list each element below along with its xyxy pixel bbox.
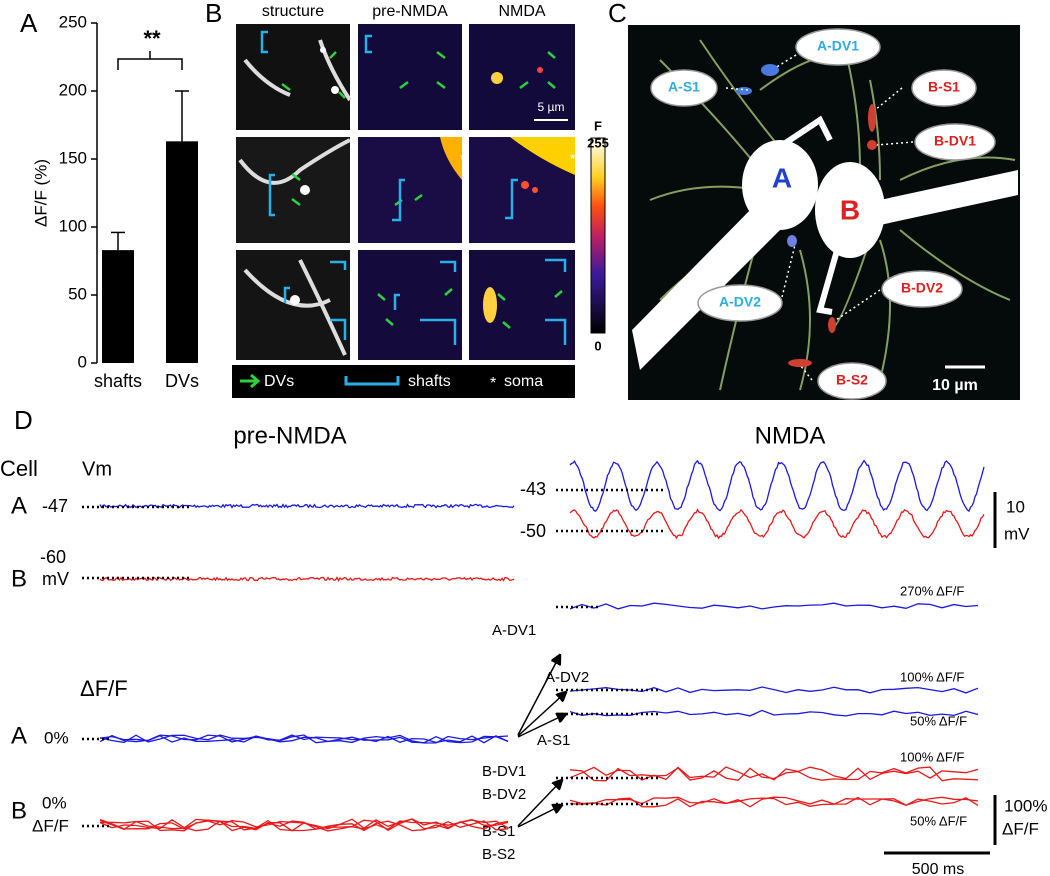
- offset-label: 270% ΔF/F: [900, 583, 964, 598]
- column-title: structure: [262, 3, 324, 20]
- scale-bar-label: mV: [1004, 524, 1030, 543]
- column-title: NMDA: [755, 422, 826, 449]
- bar-chart: 0 50 100 150 200 250 shafts DVs: [59, 12, 199, 390]
- trace: [569, 796, 979, 807]
- trace: [99, 735, 509, 744]
- column-title: pre-NMDA: [233, 422, 346, 449]
- scale-bar-label: 10: [1006, 497, 1025, 516]
- bar: [166, 141, 198, 363]
- trace: [569, 602, 979, 610]
- legend-bracket: [344, 376, 400, 386]
- zero-unit: ΔF/F: [32, 816, 69, 835]
- legend-entry: DVs: [264, 373, 294, 390]
- colorbar: [590, 137, 606, 334]
- roi-label: A-DV1: [817, 38, 859, 54]
- roi-label: B-DV2: [482, 786, 526, 803]
- colorbar-title: F: [594, 118, 602, 133]
- column-title: NMDA: [498, 3, 545, 20]
- y-axis-label: ΔF/F (%): [31, 159, 50, 227]
- cell-label: B: [840, 194, 860, 225]
- scale-bar-label: ΔF/F: [1002, 819, 1039, 838]
- column-title: pre-NMDA: [372, 3, 448, 20]
- panel-label: A: [20, 8, 38, 38]
- arrows: [517, 655, 566, 828]
- y-tick-label: 50: [68, 284, 87, 303]
- colorbar-min: 0: [594, 338, 601, 353]
- roi-label: B-S2: [836, 372, 868, 388]
- cell-label: A: [11, 722, 27, 749]
- row-header: ΔF/F: [80, 676, 128, 701]
- roi-label: A-DV1: [492, 622, 536, 639]
- scale-bar-label: 5 µm: [538, 100, 565, 114]
- x-tick-label: shafts: [94, 371, 142, 391]
- vm-label: -50: [520, 521, 546, 541]
- y-tick-label: 100: [59, 216, 87, 235]
- trace: [99, 818, 509, 832]
- panel-label: B: [205, 0, 222, 28]
- cell-label: B: [11, 565, 27, 592]
- y-tick-label: 150: [59, 148, 87, 167]
- cell-label: B: [11, 797, 27, 824]
- trace: [569, 766, 979, 782]
- legend-marker: *: [490, 375, 496, 392]
- bar: [102, 250, 134, 363]
- offset-label: 50% ΔF/F: [910, 813, 967, 828]
- roi-label: B-DV1: [934, 133, 976, 149]
- row-header: Cell: [0, 456, 38, 481]
- trace: [99, 734, 509, 744]
- y-tick-label: 0: [78, 352, 87, 371]
- roi-label: B-DV1: [482, 763, 526, 780]
- image-grid: * * * 5 µm: [236, 24, 576, 360]
- cell-label: A: [772, 162, 792, 193]
- soma-marker: *: [351, 146, 357, 162]
- roi-label: B-DV2: [901, 280, 943, 296]
- y-tick-label: 200: [59, 80, 87, 99]
- scale-bar-label: 10 µm: [932, 377, 978, 394]
- cell-label: A: [11, 492, 27, 519]
- roi-label: B-S2: [482, 846, 515, 863]
- neuron-image: [632, 28, 1018, 400]
- roi-label: B-S1: [928, 79, 960, 95]
- zero-label: 0%: [44, 728, 69, 747]
- y-tick-label: 250: [59, 12, 87, 31]
- scale-bar-label: 100%: [1004, 796, 1047, 815]
- panel-label: D: [14, 405, 33, 435]
- zero-label: 0%: [42, 793, 67, 812]
- offset-label: 50% ΔF/F: [910, 713, 967, 728]
- trace: [99, 734, 509, 744]
- roi-label: A-DV2: [719, 294, 761, 310]
- traces: [82, 459, 985, 832]
- significance: **: [143, 26, 161, 51]
- legend-box: [232, 365, 575, 398]
- legend-entry: soma: [504, 373, 543, 390]
- trace: [569, 508, 985, 540]
- panel-label: C: [608, 0, 627, 28]
- trace: [569, 459, 985, 513]
- soma-marker: *: [570, 151, 576, 167]
- offset-label: 100% ΔF/F: [900, 749, 964, 764]
- roi-label: A-S1: [537, 732, 570, 749]
- soma-marker: *: [460, 151, 466, 167]
- offset-label: 100% ΔF/F: [900, 669, 964, 684]
- vm-label: -43: [520, 479, 546, 499]
- vm-label: -60: [40, 547, 66, 567]
- colorbar-max: 255: [587, 135, 609, 150]
- row-header: Vm: [82, 458, 112, 480]
- vm-label: -47: [42, 496, 68, 516]
- scale-bar-label: 500 ms: [912, 861, 964, 876]
- roi-label: A-S1: [668, 79, 700, 95]
- legend-arrow: [240, 373, 261, 389]
- significance-bracket: [117, 51, 183, 70]
- x-tick-label: DVs: [165, 371, 199, 391]
- legend-entry: shafts: [408, 373, 451, 390]
- vm-unit: mV: [42, 569, 69, 589]
- roi-label: A-DV2: [545, 669, 589, 686]
